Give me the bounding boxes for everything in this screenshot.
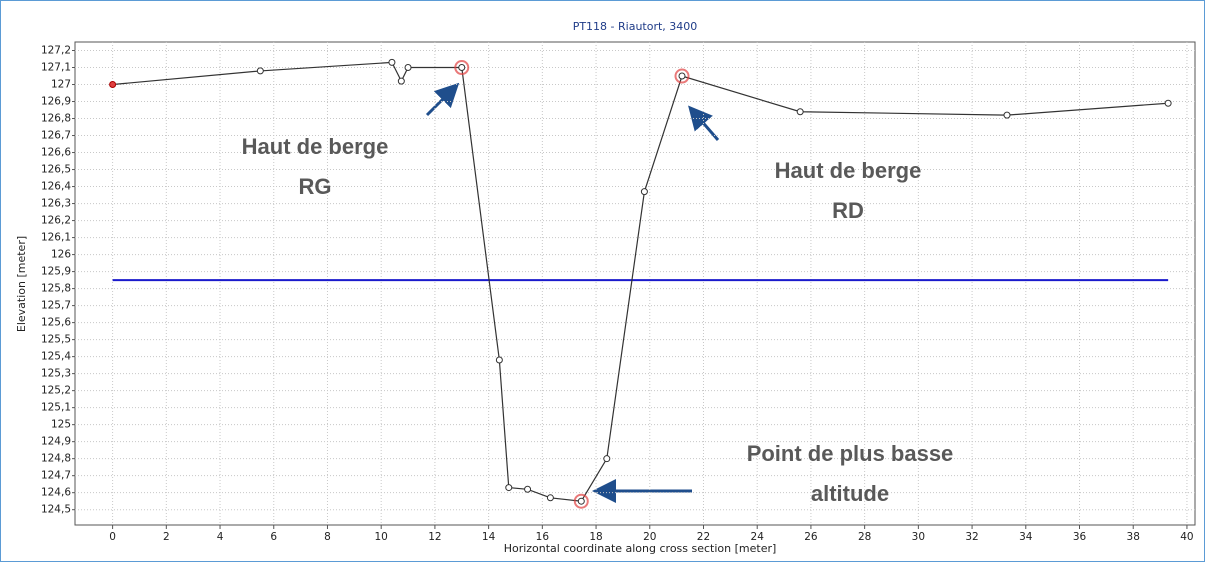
point (603, 455, 611, 463)
x-tick-label: 34 (1019, 531, 1033, 543)
y-tick-label: 125,4 (41, 351, 71, 363)
y-tick-label: 125,9 (41, 266, 71, 278)
x-tick-label: 32 (965, 531, 978, 543)
y-tick-label: 125,7 (41, 300, 71, 312)
y-tick-label: 125,6 (41, 317, 71, 329)
point (796, 108, 804, 116)
y-tick-label: 126,3 (41, 198, 71, 210)
y-tick-label: 125,1 (41, 402, 71, 414)
point (256, 67, 264, 75)
x-tick-label: 0 (109, 531, 116, 543)
highlight-ring (454, 60, 470, 76)
annotation: RD (832, 198, 864, 223)
point (1003, 111, 1011, 119)
annotation: altitude (811, 481, 889, 506)
x-tick-label: 24 (751, 531, 765, 543)
y-tick-label: 125,3 (41, 368, 71, 380)
x-axis-label: Horizontal coordinate along cross sectio… (504, 542, 777, 555)
x-tick-label: 8 (324, 531, 331, 543)
x-tick-label: 26 (804, 531, 818, 543)
point (524, 485, 532, 493)
arrow (425, 82, 460, 117)
point (109, 81, 117, 89)
point (1164, 99, 1172, 107)
point (678, 72, 686, 80)
y-tick-label: 124,5 (41, 504, 71, 516)
annotation: Point de plus basse (747, 441, 954, 466)
x-tick-label: 6 (270, 531, 277, 543)
y-tick-label: 125,8 (41, 283, 71, 295)
y-tick-label: 125 (51, 419, 71, 431)
x-tick-label: 22 (697, 531, 710, 543)
annotation: RG (299, 174, 332, 199)
y-tick-label: 125,5 (41, 334, 71, 346)
x-tick-label: 30 (912, 531, 925, 543)
point (577, 497, 585, 505)
x-tick-label: 38 (1127, 531, 1140, 543)
x-tick-label: 18 (589, 531, 602, 543)
highlight-ring (674, 68, 690, 84)
x-tick-label: 4 (217, 531, 224, 543)
x-tick-label: 36 (1073, 531, 1087, 543)
point (546, 494, 554, 502)
x-tick-label: 16 (536, 531, 550, 543)
y-tick-label: 127 (51, 79, 71, 91)
y-tick-label: 126,5 (41, 164, 71, 176)
y-tick-label: 126,1 (41, 232, 71, 244)
y-tick-label: 124,9 (41, 436, 71, 448)
point (505, 484, 513, 492)
x-tick-label: 12 (428, 531, 441, 543)
y-tick-label: 126,2 (41, 215, 71, 227)
x-tick-label: 14 (482, 531, 496, 543)
x-tick-label: 2 (163, 531, 170, 543)
y-tick-label: 126,8 (41, 113, 71, 125)
x-tick-label: 40 (1180, 531, 1193, 543)
y-tick-label: 125,2 (41, 385, 71, 397)
y-tick-label: 124,8 (41, 453, 71, 465)
x-tick-label: 28 (858, 531, 871, 543)
x-tick-label: 20 (643, 531, 656, 543)
y-tick-label: 124,6 (41, 487, 71, 499)
y-tick-label: 126,4 (41, 181, 71, 193)
plot-area (74, 41, 1196, 526)
y-tick-label: 126,7 (41, 130, 71, 142)
chart-title: PT118 - Riautort, 3400 (573, 20, 698, 33)
annotation: Haut de berge (242, 134, 389, 159)
y-tick-label: 127,2 (41, 45, 71, 57)
y-axis-label: Elevation [meter] (15, 236, 28, 332)
point (458, 64, 466, 72)
annotation: Haut de berge (775, 158, 922, 183)
y-tick-label: 126,6 (41, 147, 71, 159)
y-tick-label: 127,1 (41, 62, 71, 74)
arrow (688, 105, 720, 141)
y-tick-label: 126 (51, 249, 71, 261)
y-tick-label: 124,7 (41, 470, 71, 482)
highlight-ring (573, 493, 589, 509)
x-tick-label: 10 (374, 531, 387, 543)
point (397, 77, 405, 85)
point (404, 64, 412, 72)
point (495, 356, 503, 364)
point (640, 188, 648, 196)
point (388, 58, 396, 66)
y-tick-label: 126,9 (41, 96, 71, 108)
